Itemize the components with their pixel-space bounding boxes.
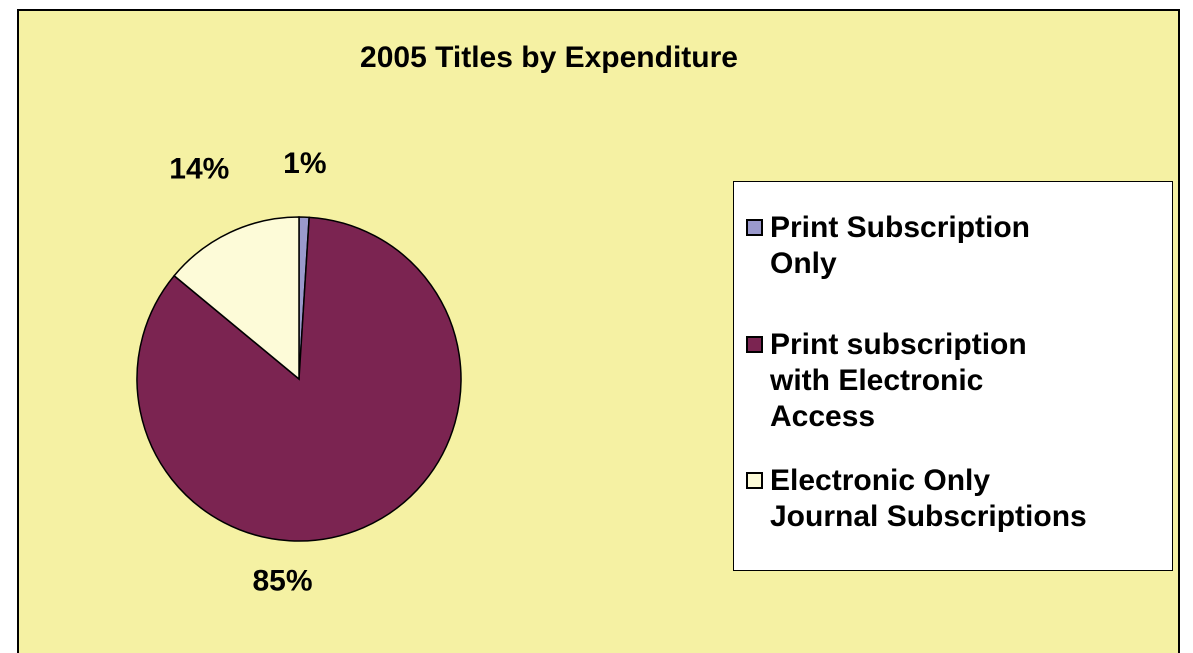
legend-swatch-print-only	[746, 219, 763, 236]
legend-label-electronic-only: Electronic Only Journal Subscriptions	[770, 464, 1087, 533]
legend-swatch-print-electronic	[746, 336, 763, 353]
pie-chart: 1% 85% 14%	[136, 147, 462, 597]
legend: Print Subscription Only Print subscripti…	[733, 181, 1173, 571]
pie-slice-electronic-only	[173, 216, 300, 381]
legend-swatch-electronic-only	[746, 472, 763, 489]
pie-label-print-electronic: 85%	[252, 564, 312, 597]
chart-title: 2005 Titles by Expenditure	[360, 41, 738, 74]
pie-label-electronic-only: 14%	[169, 152, 229, 185]
legend-label-print-electronic: Print subscription with Electronic Acces…	[770, 328, 1027, 433]
chart-area: 2005 Titles by Expenditure 1% 85% 14% Prin…	[17, 9, 1180, 653]
pie-label-print-only: 1%	[283, 147, 326, 180]
legend-label-print-only: Print Subscription Only	[770, 211, 1031, 280]
